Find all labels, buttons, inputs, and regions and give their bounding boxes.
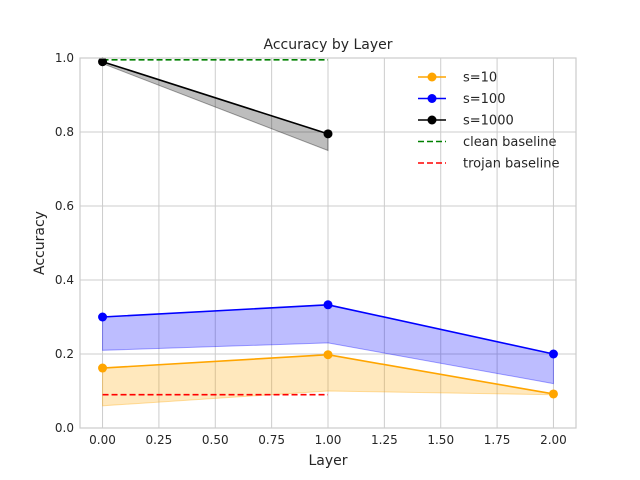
x-tick-label: 2.00 (540, 433, 567, 447)
data-point-s=1000 (98, 57, 108, 67)
series-lines (98, 57, 558, 399)
y-tick-label: 0.0 (55, 421, 74, 435)
data-point-s=100 (548, 349, 558, 359)
data-point-s=100 (98, 312, 108, 322)
y-tick-label: 0.2 (55, 347, 74, 361)
data-point-s=100 (323, 300, 333, 310)
baselines (102, 59, 328, 396)
x-tick-label: 0.50 (202, 433, 229, 447)
legend-marker-s=100 (427, 94, 437, 103)
x-tick-label: 1.25 (371, 433, 398, 447)
x-tick-label: 0.00 (89, 433, 116, 447)
y-tick-label: 0.6 (55, 199, 74, 213)
data-point-s=1000 (323, 129, 333, 139)
y-axis-title: Accuracy (32, 211, 48, 275)
x-tick-labels: 0.00 0.25 0.50 0.75 1.00 1.25 1.50 1.75 2.00 (89, 433, 567, 447)
x-tick-label: 0.75 (258, 433, 285, 447)
x-tick-label: 1.75 (484, 433, 511, 447)
legend-label-clean-baseline: clean baseline (463, 135, 557, 150)
y-tick-label: 0.4 (55, 273, 74, 287)
plot-frame (79, 57, 577, 429)
x-tick-label: 1.00 (315, 433, 342, 447)
chart-title: Accuracy by Layer (263, 37, 392, 53)
x-tick-label: 0.25 (146, 433, 173, 447)
legend-label-s=10: s=10 (463, 71, 497, 86)
y-tick-label: 0.8 (55, 125, 74, 139)
series-line-s=1000 (102, 60, 329, 135)
x-axis-title: Layer (308, 453, 347, 469)
y-tick-labels: 0.0 0.2 0.4 0.6 0.8 1.0 (55, 51, 74, 435)
data-point-s=10 (548, 389, 558, 399)
legend-marker-s=10 (427, 72, 437, 82)
legend-marker-s=1000 (427, 115, 437, 125)
legend: s=10 s=100 s=1000 clean baseline trojan base… (418, 71, 560, 172)
legend-label-s=1000: s=1000 (463, 114, 514, 129)
y-tick-label: 1.0 (55, 51, 74, 65)
data-point-s=10 (98, 363, 108, 373)
legend-label-s=100: s=100 (463, 92, 505, 107)
legend-label-trojan-baseline: trojan baseline (463, 157, 560, 172)
x-tick-label: 1.50 (427, 433, 454, 447)
data-point-s=10 (323, 350, 333, 360)
